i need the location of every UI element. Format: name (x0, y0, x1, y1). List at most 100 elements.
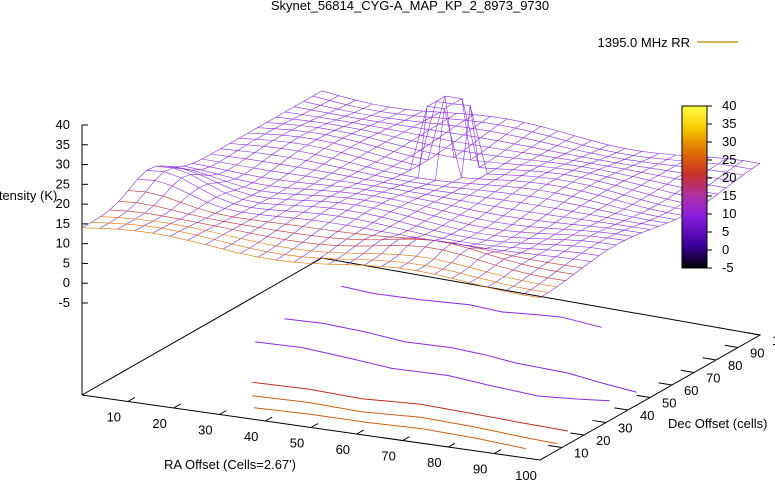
y-tick-group: 10 20 30 40 50 60 70 80 90 100 (548, 332, 775, 461)
x-tick-label: 90 (473, 462, 487, 477)
x-tick (173, 403, 181, 409)
z-tick-label: -5 (58, 295, 70, 310)
surface-line (434, 153, 660, 275)
surface-line (487, 156, 710, 288)
colorbar-tick-label: 25 (722, 152, 736, 167)
x-tick-label: 20 (152, 416, 166, 431)
y-tick (680, 369, 695, 373)
surface-line (248, 101, 693, 212)
y-tick-label: 10 (574, 446, 588, 461)
surface-line (81, 227, 541, 298)
surface-line (294, 106, 735, 182)
z-tick-group: 40 35 30 25 20 15 10 5 0 -5 (56, 117, 88, 310)
surface-line (416, 151, 643, 271)
x-tick (310, 423, 319, 428)
surface-line (381, 144, 609, 267)
z-tick-label: 30 (56, 157, 70, 172)
z-axis-label: Intensity (K) (0, 188, 57, 203)
y-tick-label: 100 (772, 333, 775, 348)
x-tick-label: 70 (381, 449, 395, 464)
surface-line (152, 106, 390, 234)
x-tick-label: 40 (244, 429, 258, 444)
y-tick-label: 70 (706, 371, 720, 386)
z-tick-label: 10 (56, 236, 70, 251)
y-tick (570, 432, 585, 436)
surface-line (258, 116, 491, 258)
contour-group (252, 285, 637, 450)
base-plane (81, 257, 762, 461)
z-tick-label: 5 (63, 255, 70, 270)
z-tick-label: 40 (56, 117, 70, 132)
surface-line (155, 165, 608, 251)
colorbar-tick-label: 40 (722, 98, 736, 113)
surface-line (100, 216, 557, 288)
contour-line (252, 381, 569, 432)
y-tick (592, 419, 607, 423)
contour-line (341, 285, 602, 328)
y-tick (658, 382, 673, 386)
surface-line (312, 95, 752, 170)
x-tick-label: 80 (427, 455, 441, 470)
y-tick-label: 50 (662, 396, 676, 411)
y-tick (636, 394, 651, 398)
surface-line (109, 209, 566, 281)
x-tick (493, 449, 502, 454)
surface-line (201, 158, 651, 230)
z-tick-label: 15 (56, 216, 70, 231)
surface-line (165, 165, 617, 246)
y-tick (614, 407, 629, 411)
surface-line (257, 95, 701, 207)
colorbar-tick-label: 35 (722, 116, 736, 131)
x-tick (448, 442, 456, 448)
surface-line (128, 190, 583, 269)
surface-line (174, 166, 625, 241)
colorbar-tick-label: 30 (722, 134, 736, 149)
base-frame (81, 257, 762, 461)
surface-line (275, 116, 718, 195)
surface-line (91, 222, 549, 293)
colorbar-tick-label: 20 (722, 170, 736, 185)
surface-line (522, 160, 744, 296)
surface-line (183, 165, 634, 237)
y-tick-label: 80 (728, 358, 742, 373)
x-tick-label: 60 (336, 442, 350, 457)
y-tick (724, 344, 739, 348)
contour-line (252, 395, 558, 445)
legend-label: 1395.0 MHz RR (598, 35, 690, 50)
x-tick (356, 429, 364, 435)
colorbar-tick-label: 5 (722, 224, 729, 239)
colorbar (681, 105, 708, 269)
x-tick (539, 455, 547, 461)
y-tick-label: 20 (596, 433, 610, 448)
y-tick (702, 357, 717, 361)
y-axis-label: Dec Offset (cells) (668, 416, 767, 431)
x-tick (219, 410, 227, 415)
contour-line (284, 318, 637, 393)
y-tick-label: 40 (640, 408, 654, 423)
z-tick-label: 35 (56, 137, 70, 152)
y-tick (548, 445, 563, 448)
contour-line (255, 341, 610, 402)
chart-title: Skynet_56814_CYG-A_MAP_KP_2_8973_9730 (271, 0, 549, 13)
surface-line (146, 170, 600, 256)
surface-line (266, 122, 710, 201)
x-axis-label: RA Offset (Cells=2.67') (164, 457, 296, 472)
surface-line (137, 179, 591, 262)
y-tick-label: 90 (750, 346, 764, 361)
surface-line (118, 201, 574, 275)
y-tick-label: 30 (618, 421, 632, 436)
surface-line (451, 154, 676, 279)
x-tick (264, 416, 273, 422)
x-tick-label: 30 (198, 423, 212, 438)
z-tick-label: 25 (56, 176, 70, 191)
contour-line (253, 407, 526, 450)
surface-mesh (81, 90, 761, 298)
colorbar-tick-label: 15 (722, 188, 736, 203)
x-tick-label: 100 (515, 468, 537, 483)
z-tick-label: 20 (56, 196, 70, 211)
colorbar-tick-label: -5 (722, 260, 734, 275)
colorbar-tick-label: 10 (722, 206, 736, 221)
colorbar-tick-group: 40 35 30 25 20 15 10 5 0 -5 (707, 98, 736, 275)
z-tick-label: 0 (63, 275, 70, 290)
